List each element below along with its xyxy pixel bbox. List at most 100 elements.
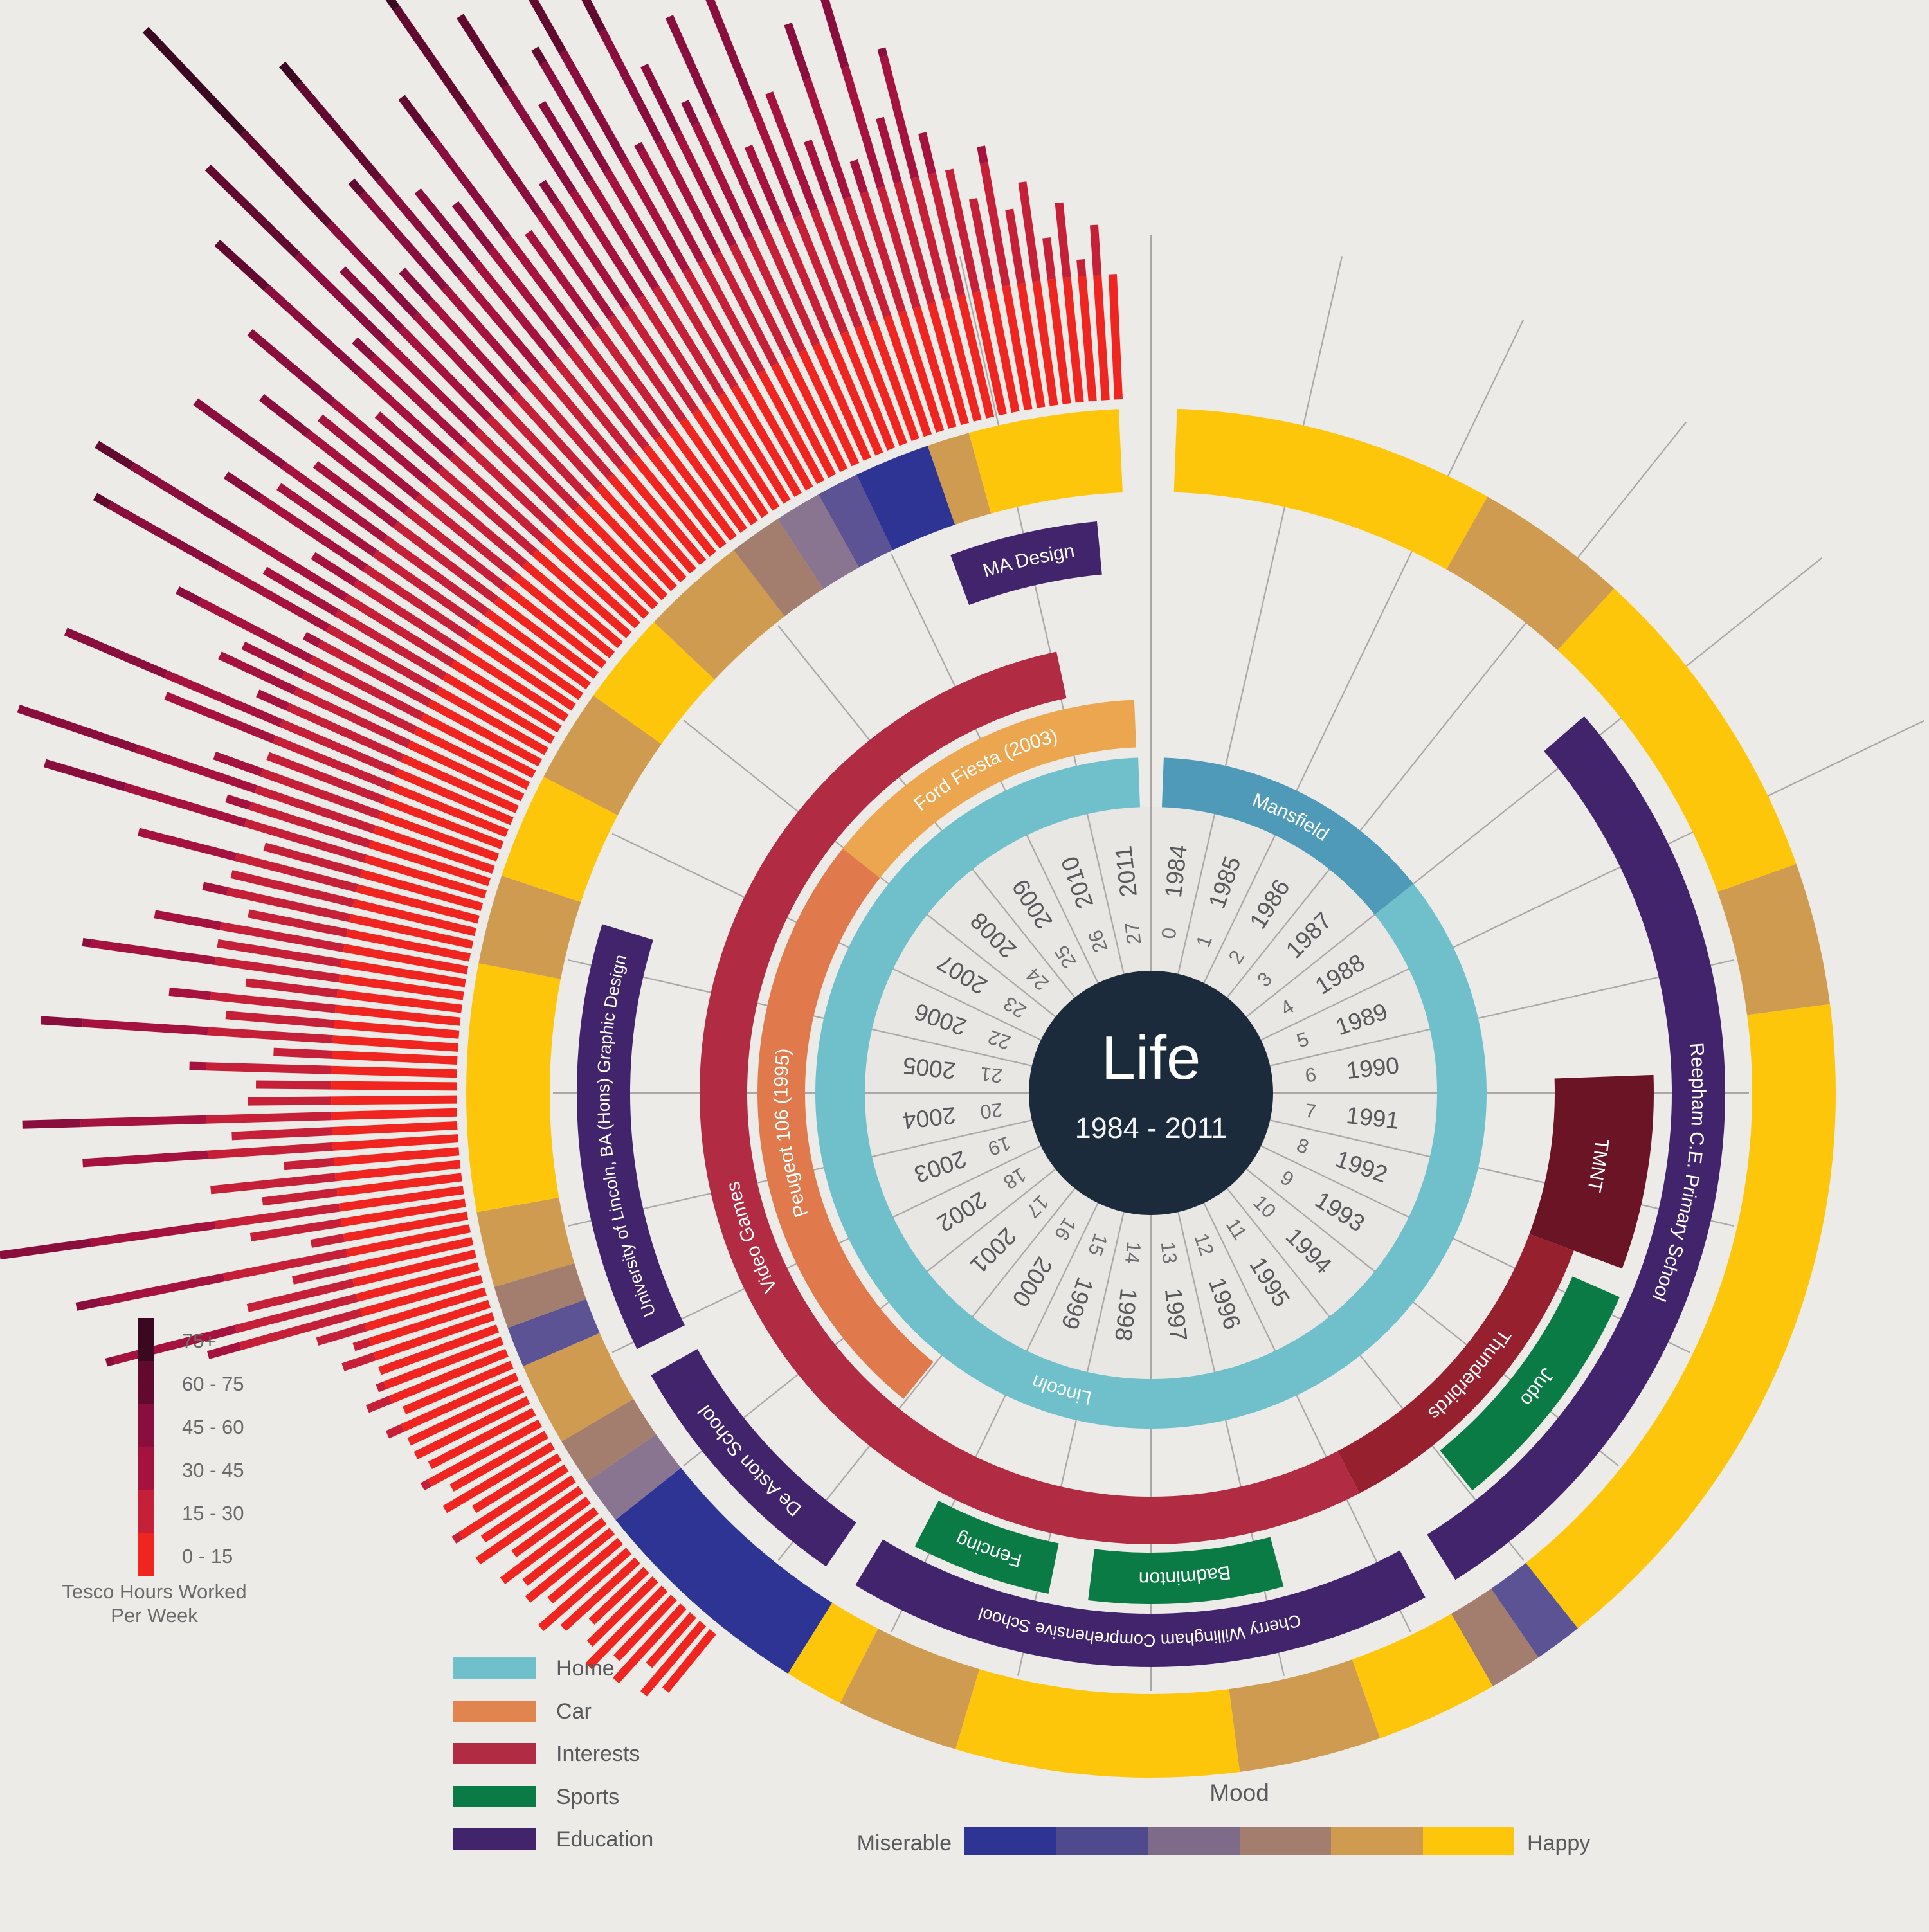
segment-cherry-willingham-comprehensive-school: [855, 1539, 1426, 1668]
tesco-bar: [189, 1061, 457, 1078]
tesco-legend-swatch: [138, 1318, 154, 1361]
tesco-bar: [374, 411, 632, 638]
segment-mood: [840, 1629, 980, 1749]
tesco-bar: [1076, 259, 1097, 402]
segment-mood: [561, 1398, 657, 1482]
tesco-bar: [82, 1134, 458, 1168]
tesco-bar: [877, 47, 982, 422]
category-legend-label: Car: [556, 1699, 592, 1724]
tesco-bar: [44, 759, 487, 899]
tesco-bar: [246, 1249, 476, 1312]
tesco-bar: [457, 14, 780, 511]
tesco-bar: [316, 1287, 487, 1346]
tesco-bar: [385, 1373, 519, 1439]
segment-mood: [523, 1333, 634, 1442]
tesco-bar: [665, 15, 871, 461]
tesco-bar: [451, 201, 727, 549]
tesco-bar: [340, 266, 668, 600]
tesco-legend-label: 15 - 30: [182, 1502, 244, 1524]
year-separator: [1203, 319, 1525, 984]
ring-interests: [699, 651, 1654, 1545]
segment-mood: [777, 494, 859, 590]
tesco-bar: [214, 239, 640, 629]
tesco-bar: [407, 1384, 525, 1446]
tesco-bar: [284, 1147, 460, 1171]
tesco-bar: [230, 870, 476, 937]
year-label: 2004: [901, 1102, 957, 1134]
tesco-bar: [525, 1528, 615, 1603]
year-separator: [1269, 1119, 1734, 1227]
home-swatch: [453, 1657, 536, 1679]
segment-mood: [1173, 408, 1488, 570]
segment-thunderbirds: [1337, 1234, 1574, 1494]
tesco-bar: [247, 329, 624, 649]
segment-mood: [1717, 863, 1830, 1015]
segment-mood: [734, 519, 824, 617]
tesco-bar: [95, 440, 562, 733]
year-separator: [1226, 1187, 1525, 1561]
tesco-bar: [765, 91, 907, 446]
mood-scale-segment: [1056, 1827, 1148, 1855]
tesco-bar: [93, 492, 548, 755]
category-legend-label: Interests: [556, 1742, 640, 1766]
tesco-bar: [311, 552, 569, 722]
tesco-bar: [640, 63, 848, 473]
age-label: 20: [979, 1099, 1003, 1124]
segment-mood: [593, 622, 715, 745]
age-label: 21: [979, 1063, 1003, 1088]
age-label: 27: [1121, 921, 1146, 945]
tesco-bar: [176, 586, 536, 779]
tesco-bar: [501, 0, 813, 491]
year-separator: [1260, 1145, 1690, 1353]
tesco-bar: [849, 159, 945, 433]
tesco-bar: [352, 337, 649, 619]
segment-mood: [653, 550, 785, 680]
segment-mood: [1352, 1614, 1493, 1738]
segment-mood: [856, 446, 955, 550]
segment-peugeot-106-1995-: [757, 848, 934, 1399]
car-swatch: [453, 1700, 536, 1722]
tesco-bar: [428, 1407, 536, 1470]
tesco-bar: [784, 23, 932, 437]
tesco-bar: [449, 1431, 548, 1492]
ring-education: [576, 521, 1726, 1668]
tesco-bar: [511, 1496, 591, 1558]
tesco-bar: [17, 704, 495, 874]
tesco-bar: [531, 46, 802, 498]
tesco-bar: [1042, 237, 1071, 404]
tesco-legend-label: 60 - 75: [182, 1373, 244, 1395]
tesco-bar: [266, 752, 504, 849]
year-label: 2005: [901, 1052, 957, 1084]
segment-mood: [476, 1197, 575, 1287]
segment-mood: [927, 433, 992, 525]
tesco-legend-label: 75+: [182, 1330, 216, 1352]
year-separator: [1203, 1202, 1411, 1632]
segment-ford-fiesta-2003-: [842, 700, 1137, 878]
tesco-bar: [403, 1360, 514, 1414]
tesco-bar: [538, 100, 791, 504]
mood-scale-segment: [964, 1827, 1056, 1855]
tesco-bar: [1055, 202, 1084, 403]
education-swatch: [453, 1828, 536, 1850]
tesco-bar: [646, 1612, 696, 1668]
year-separator: [1245, 557, 1823, 1018]
tesco-legend-swatch: [138, 1490, 154, 1533]
tesco-bar: [522, 1517, 607, 1586]
mood-legend-happy-label: Happy: [1527, 1831, 1591, 1855]
tesco-bar: [317, 414, 615, 658]
mood-legend-bar: [964, 1827, 1514, 1855]
tesco-bar: [202, 881, 474, 949]
tesco-bar: [0, 1186, 464, 1260]
tesco-bar: [968, 197, 1020, 413]
segment-mood: [818, 474, 893, 568]
tesco-bar: [225, 794, 491, 887]
mood-scale-segment: [1239, 1827, 1331, 1855]
age-label: 14: [1121, 1240, 1146, 1265]
chart-title: Life: [1101, 1024, 1201, 1092]
tesco-legend-label: 30 - 45: [182, 1459, 244, 1481]
tesco-bar: [137, 827, 480, 924]
segment-mood: [587, 1434, 681, 1521]
tesco-bar: [414, 188, 716, 557]
